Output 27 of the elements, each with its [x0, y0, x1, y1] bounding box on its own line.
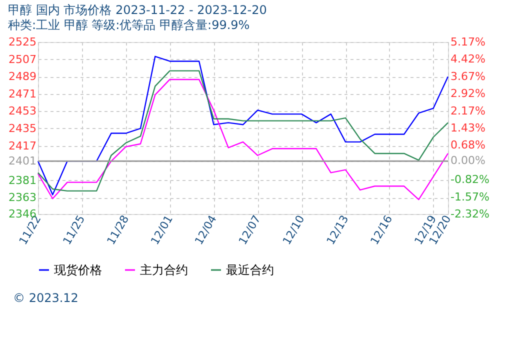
y2-tick-label: 3.67%: [450, 70, 486, 83]
y-tick-label: 2453: [8, 104, 36, 118]
legend-label: 主力合约: [140, 263, 188, 277]
y-tick-label: 2417: [8, 139, 36, 152]
chart-title: 甲醇 国内 市场价格 2023-11-22 - 2023-12-20: [8, 3, 267, 17]
y-tick-label: 2525: [8, 36, 36, 48]
y-tick-label: 2471: [8, 87, 36, 100]
y2-tick-label: 0.00%: [450, 154, 486, 168]
y-tick-label: 2401: [8, 154, 36, 168]
legend-label: 现货价格: [54, 263, 102, 277]
chart-subtitle: 种类:工业 甲醇 等级:优等品 甲醇含量:99.9%: [8, 18, 250, 32]
y2-tick-label: 5.17%: [450, 36, 486, 48]
y2-tick-label: 2.92%: [450, 87, 486, 100]
y2-tick-label: -1.57%: [450, 190, 490, 204]
y-tick-label: 2507: [8, 52, 36, 66]
legend-label: 最近合约: [226, 263, 274, 277]
y2-tick-label: 1.43%: [450, 121, 486, 134]
y2-tick-label: 0.68%: [450, 138, 486, 152]
y-tick-label: 2381: [8, 174, 36, 187]
y2-tick-label: -0.82%: [450, 173, 490, 186]
y2-tick-label: 4.42%: [450, 52, 486, 66]
text: © 2023.12: [13, 291, 78, 305]
y2-tick-label: 2.17%: [450, 104, 486, 118]
y-tick-label: 2435: [8, 122, 36, 135]
y-tick-label: 2363: [8, 191, 36, 204]
y-tick-label: 2489: [8, 70, 36, 84]
y2-tick-label: -2.32%: [450, 208, 490, 220]
